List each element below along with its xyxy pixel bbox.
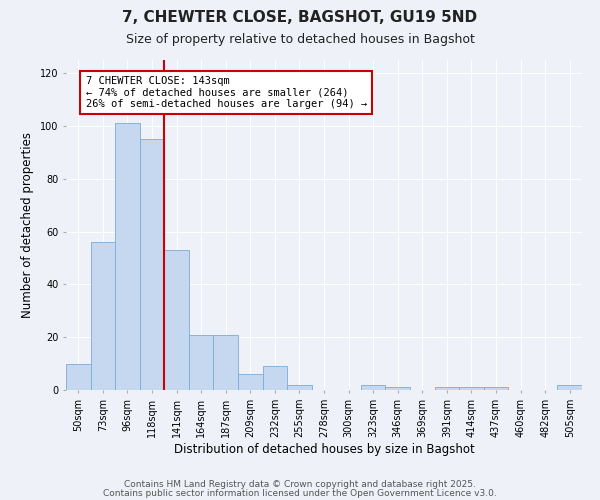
Bar: [263, 366, 287, 390]
Text: Contains HM Land Registry data © Crown copyright and database right 2025.: Contains HM Land Registry data © Crown c…: [124, 480, 476, 489]
Text: Size of property relative to detached houses in Bagshot: Size of property relative to detached ho…: [125, 32, 475, 46]
Bar: [164, 250, 189, 390]
Bar: [361, 384, 385, 390]
Text: 7, CHEWTER CLOSE, BAGSHOT, GU19 5ND: 7, CHEWTER CLOSE, BAGSHOT, GU19 5ND: [122, 10, 478, 25]
Bar: [214, 334, 238, 390]
Bar: [91, 242, 115, 390]
Y-axis label: Number of detached properties: Number of detached properties: [22, 132, 34, 318]
Bar: [434, 388, 459, 390]
Text: Contains public sector information licensed under the Open Government Licence v3: Contains public sector information licen…: [103, 488, 497, 498]
Bar: [189, 334, 214, 390]
Bar: [66, 364, 91, 390]
Bar: [557, 384, 582, 390]
Bar: [238, 374, 263, 390]
Bar: [385, 388, 410, 390]
Bar: [459, 388, 484, 390]
X-axis label: Distribution of detached houses by size in Bagshot: Distribution of detached houses by size …: [173, 442, 475, 456]
Bar: [140, 139, 164, 390]
Bar: [287, 384, 312, 390]
Bar: [115, 124, 140, 390]
Text: 7 CHEWTER CLOSE: 143sqm
← 74% of detached houses are smaller (264)
26% of semi-d: 7 CHEWTER CLOSE: 143sqm ← 74% of detache…: [86, 76, 367, 109]
Bar: [484, 388, 508, 390]
